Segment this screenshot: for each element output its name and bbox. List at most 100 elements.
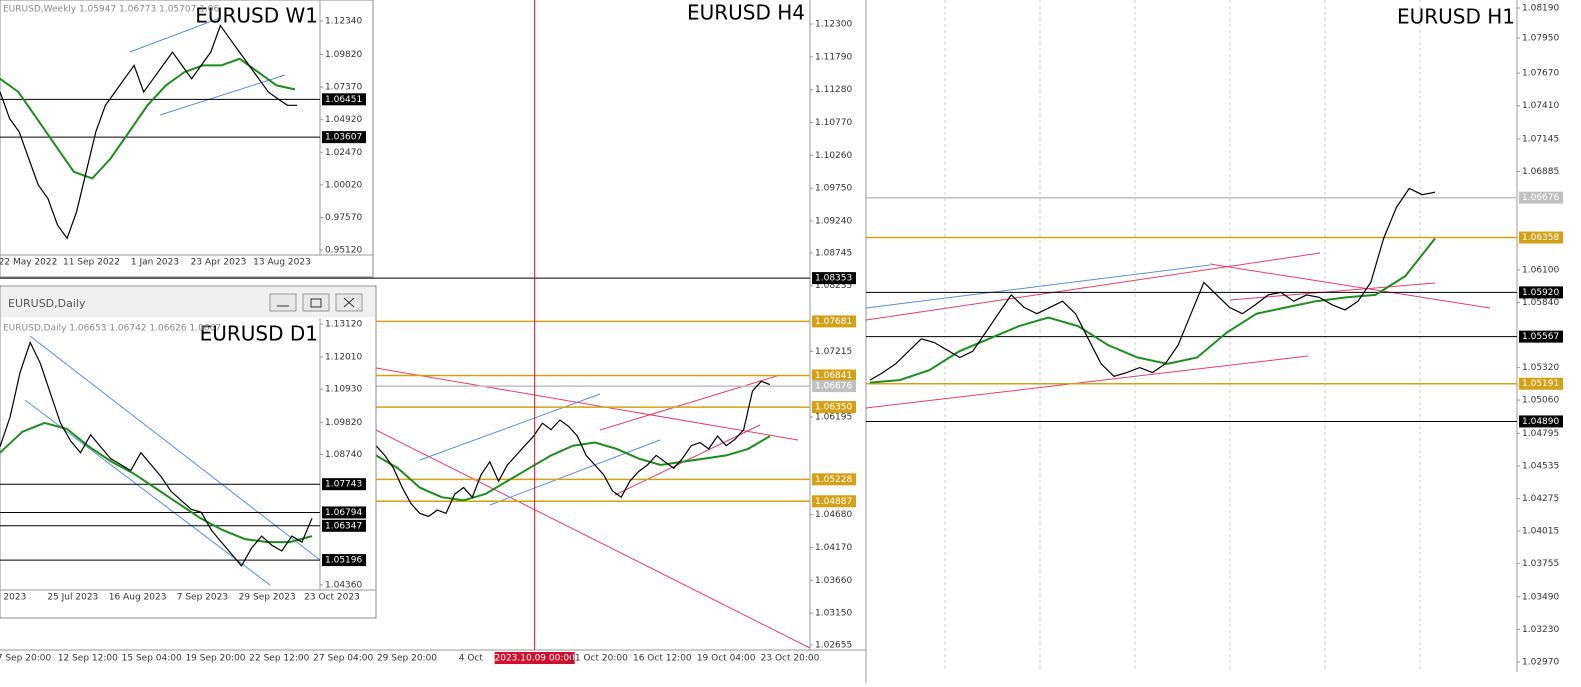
level-label: 1.06347 — [325, 521, 362, 531]
date-label: 11 Oct 20:00 — [569, 654, 628, 664]
trend-line — [159, 74, 286, 116]
price-tick-label: 1.04015 — [1522, 527, 1559, 537]
trend-line — [489, 439, 661, 506]
price-tick-label: 1.03755 — [1522, 559, 1559, 569]
level-label: 1.06676 — [815, 382, 852, 392]
price-tick-label: 1.00020 — [325, 180, 362, 190]
level-label-box — [322, 554, 366, 567]
price-tick-label: 1.05840 — [1522, 298, 1559, 308]
level-label: 1.06358 — [1522, 233, 1559, 243]
date-label: 4 Oct — [459, 654, 484, 664]
chart-title: EURUSD D1 — [200, 322, 318, 346]
price-line — [869, 187, 1436, 381]
restore-button[interactable] — [302, 293, 330, 312]
date-label: 1 Jan 2023 — [131, 258, 179, 268]
price-tick-label: 1.12300 — [815, 20, 852, 30]
price-tick-label: 1.04795 — [1522, 429, 1559, 439]
level-label: 1.05920 — [1522, 288, 1559, 298]
level-label: 1.04890 — [1522, 417, 1559, 427]
date-label: 29 Sep 20:00 — [377, 654, 437, 664]
chart-header: EURUSD,Daily 1.06653 1.06742 1.06626 1.0… — [3, 324, 221, 334]
price-tick-label: 1.04920 — [325, 115, 362, 125]
date-label: 25 Jul 2023 — [47, 593, 98, 603]
level-label-box — [322, 519, 366, 532]
window-title: EURUSD,Daily — [8, 297, 86, 310]
date-label: 16 Aug 2023 — [109, 593, 167, 603]
plot-area — [866, 187, 1517, 422]
chart-title: EURUSD H4 — [687, 1, 805, 25]
price-tick-label: 1.03660 — [815, 576, 852, 586]
date-label: 27 Sep 04:00 — [313, 654, 373, 664]
price-tick-label: 1.06885 — [1522, 167, 1559, 177]
window-frame — [0, 285, 377, 619]
date-label: 11 Sep 2022 — [63, 258, 120, 268]
price-tick-label: 1.07145 — [1522, 134, 1559, 144]
price-tick-label: 1.04170 — [815, 543, 852, 553]
trend-line — [865, 252, 1321, 321]
price-tick-label: 1.04535 — [1522, 461, 1559, 471]
level-label: 1.05228 — [815, 475, 852, 485]
level-label: 1.06676 — [1522, 193, 1559, 203]
price-tick-label: 1.11280 — [815, 85, 852, 95]
price-tick-label: 1.04680 — [815, 510, 852, 520]
level-label: 1.05567 — [1522, 332, 1559, 342]
level-label-box — [322, 478, 366, 491]
minimize-button[interactable] — [269, 293, 297, 312]
level-label-box — [322, 131, 366, 144]
price-tick-label: 1.10260 — [815, 151, 852, 161]
trend-line — [375, 367, 799, 441]
trend-line — [1229, 282, 1436, 301]
price-tick-label: 1.06195 — [815, 413, 852, 423]
level-label-box — [1519, 330, 1563, 343]
price-tick-label: 0.95120 — [325, 245, 362, 255]
price-tick-label: 1.07670 — [1522, 69, 1559, 79]
date-label: 13 Aug 2023 — [253, 258, 311, 268]
price-tick-label: 1.03230 — [1522, 625, 1559, 635]
trend-line — [865, 264, 1211, 309]
price-tick-label: 1.07410 — [1522, 101, 1559, 111]
date-label: 19 Oct 04:00 — [697, 654, 756, 664]
date-label: 16 Oct 12:00 — [633, 654, 692, 664]
level-label-box — [812, 315, 856, 328]
date-label: 23 Oct 2023 — [304, 593, 360, 603]
date-label: 19 Sep 20:00 — [185, 654, 245, 664]
moving-average — [869, 237, 1436, 384]
price-tick-label: 1.03150 — [815, 609, 852, 619]
date-label: 23 Apr 2023 — [191, 258, 247, 268]
w1-window: 1.12340 1.09820 1.07370 1.04920 1.02470 1.000… — [0, 0, 374, 278]
trend-line — [375, 429, 811, 649]
price-tick-label: 1.12010 — [325, 353, 362, 363]
date-label: 15 Sep 04:00 — [122, 654, 182, 664]
price-line — [375, 380, 771, 518]
price-tick-label: 1.02655 — [815, 640, 852, 650]
price-tick-label: 0.97570 — [325, 213, 362, 223]
trend-line — [599, 374, 781, 431]
date-label: Jul 2023 — [0, 593, 26, 603]
moving-average — [0, 421, 313, 544]
price-tick-label: 1.08740 — [325, 450, 362, 460]
chart-title: EURUSD W1 — [195, 4, 318, 28]
date-label: 22 Sep 12:00 — [249, 654, 309, 664]
price-tick-label: 1.09240 — [815, 217, 852, 227]
level-label-box — [1519, 377, 1563, 390]
window-buttons[interactable] — [269, 293, 363, 312]
level-label-box — [1519, 415, 1563, 428]
price-tick-label: 1.02970 — [1522, 657, 1559, 667]
price-tick-label: 1.02470 — [325, 148, 362, 158]
level-label: 1.06841 — [815, 371, 852, 381]
price-tick-label: 1.08190 — [1522, 4, 1559, 14]
level-label: 1.08353 — [815, 274, 852, 284]
date-label: 23 Oct 20:00 — [761, 654, 820, 664]
price-tick-label: 1.09750 — [815, 184, 852, 194]
date-label: 7 Sep 2023 — [177, 593, 228, 603]
price-tick-label: 1.05060 — [1522, 396, 1559, 406]
level-label-box — [812, 272, 856, 285]
price-tick-label: 1.08235 — [815, 281, 852, 291]
plot-area — [0, 24, 320, 240]
date-label: 22 May 2022 — [0, 258, 57, 268]
level-label-box — [812, 473, 856, 486]
level-label: 1.06350 — [815, 403, 852, 413]
price-tick-label: 1.09820 — [325, 418, 362, 428]
